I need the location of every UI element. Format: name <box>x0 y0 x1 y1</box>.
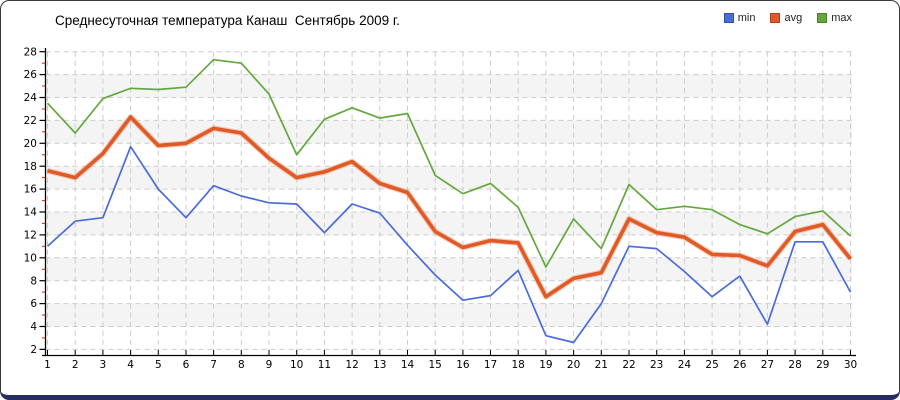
legend-swatch-max <box>817 13 828 23</box>
legend-item-avg: avg <box>770 12 802 24</box>
svg-text:27: 27 <box>761 359 774 371</box>
svg-text:26: 26 <box>24 69 38 81</box>
svg-text:12: 12 <box>24 230 37 242</box>
svg-text:24: 24 <box>24 92 38 104</box>
legend-label-min: min <box>737 12 756 24</box>
svg-text:22: 22 <box>24 115 37 127</box>
legend-item-max: max <box>817 12 852 24</box>
svg-text:1: 1 <box>44 359 51 371</box>
svg-text:19: 19 <box>539 359 552 371</box>
svg-text:17: 17 <box>484 359 497 371</box>
svg-text:5: 5 <box>155 359 162 371</box>
svg-text:24: 24 <box>678 359 692 371</box>
svg-text:25: 25 <box>705 359 718 371</box>
svg-text:16: 16 <box>456 359 470 371</box>
svg-text:20: 20 <box>24 138 37 150</box>
svg-text:6: 6 <box>183 359 190 371</box>
svg-text:8: 8 <box>30 275 37 287</box>
svg-text:10: 10 <box>24 252 37 264</box>
svg-text:15: 15 <box>429 359 442 371</box>
svg-text:6: 6 <box>30 298 37 310</box>
svg-text:3: 3 <box>100 359 107 371</box>
svg-text:28: 28 <box>788 359 801 371</box>
svg-text:30: 30 <box>844 359 857 371</box>
svg-text:2: 2 <box>72 359 79 371</box>
legend-swatch-min <box>723 13 734 23</box>
svg-text:14: 14 <box>24 207 38 219</box>
legend-label-avg: avg <box>784 12 803 24</box>
legend-label-max: max <box>831 12 852 24</box>
svg-text:4: 4 <box>30 321 37 333</box>
svg-text:8: 8 <box>238 359 245 371</box>
svg-text:20: 20 <box>567 359 580 371</box>
chart-title: Среднесуточная температура Канаш Сентябр… <box>55 13 400 28</box>
svg-text:18: 18 <box>512 359 525 371</box>
svg-text:10: 10 <box>290 359 303 371</box>
svg-text:21: 21 <box>595 359 608 371</box>
svg-text:22: 22 <box>622 359 635 371</box>
chart-legend: min avg max <box>723 12 852 24</box>
svg-text:28: 28 <box>24 46 37 58</box>
svg-text:18: 18 <box>24 161 37 173</box>
svg-text:26: 26 <box>733 359 747 371</box>
svg-text:11: 11 <box>318 359 331 371</box>
svg-text:16: 16 <box>24 184 38 196</box>
legend-item-min: min <box>723 12 756 24</box>
svg-text:2: 2 <box>30 344 37 356</box>
svg-text:12: 12 <box>345 359 358 371</box>
svg-text:9: 9 <box>266 359 273 371</box>
svg-text:13: 13 <box>373 359 386 371</box>
svg-text:29: 29 <box>816 359 829 371</box>
legend-swatch-avg <box>770 13 781 23</box>
svg-text:23: 23 <box>650 359 663 371</box>
svg-text:4: 4 <box>127 359 134 371</box>
svg-text:14: 14 <box>401 359 415 371</box>
svg-text:7: 7 <box>210 359 217 371</box>
